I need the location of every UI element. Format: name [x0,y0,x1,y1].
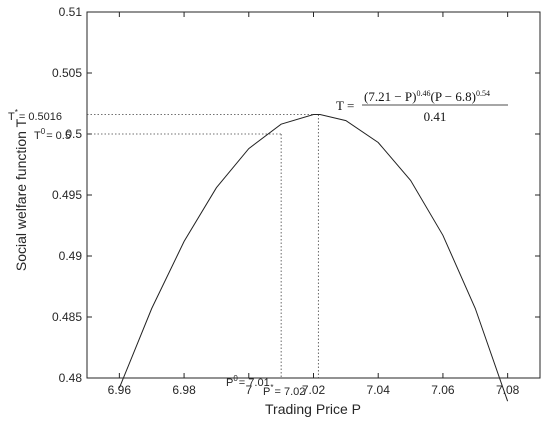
p-zero-symbol: P [226,377,233,389]
welfare-curve-line [118,114,509,402]
y-axis-ticks: 0.48 0.485 0.49 0.495 0.5 0.505 0.51 [52,5,540,385]
p-star-annotation: P*= 7.02 [263,383,305,398]
formula-lhs: T = [336,98,354,113]
reference-lines [87,114,319,378]
y-tick-label: 0.505 [52,66,82,80]
x-axis-ticks: 6.96 6.98 7 7.02 7.04 7.06 7.08 [108,12,520,397]
formula-annotation: T = (7.21 − P)0.46(P − 6.8)0.54 0.41 [336,89,508,124]
t-star-annotation: T*= 0.5016 [8,108,62,123]
t-star-symbol: T [8,111,15,123]
formula-num-exp-2: 0.54 [476,89,490,98]
formula-num-exp-1: 0.46 [416,89,430,98]
y-tick-label: 0.51 [59,5,83,19]
y-tick-label: 0.495 [52,188,82,202]
plot-area [86,11,541,379]
t-star-sup: * [15,108,18,117]
x-tick-label: 7.08 [496,383,520,397]
y-axis-label: Social welfare function T [13,118,29,271]
x-tick-label: 7.06 [431,383,455,397]
y-tick-label: 0.48 [59,371,83,385]
x-tick-label: 6.98 [172,383,196,397]
t-star-value: = 0.5016 [19,111,62,123]
t-zero-value: = 0.5 [46,130,71,142]
x-tick-label: 6.96 [108,383,132,397]
t-zero-symbol: T [34,130,41,142]
p-zero-sup: 0 [233,374,238,383]
t-zero-annotation: T0= 0.5 [34,127,71,142]
y-tick-label: 0.5 [65,127,82,141]
p-star-sup: * [270,383,273,392]
p-star-symbol: P [263,386,270,398]
y-tick-label: 0.49 [59,249,83,263]
formula-num-part-2: (P − 6.8) [430,89,476,104]
formula-num-part-1: (7.21 − P) [364,89,416,104]
p-zero-value: = 7.01 [239,377,270,389]
p-zero-annotation: P0= 7.01 [226,374,270,389]
x-tick-label: 7.02 [302,383,326,397]
t-zero-sup: 0 [41,127,46,136]
p-star-value: = 7.02 [274,386,305,398]
x-tick-label: 7.04 [367,383,391,397]
formula-denominator: 0.41 [424,109,447,124]
x-axis-label: Trading Price P [265,401,361,417]
y-tick-label: 0.485 [52,310,82,324]
formula-numerator: (7.21 − P)0.46(P − 6.8)0.54 [364,89,490,104]
x-tick-label: 7 [245,383,252,397]
